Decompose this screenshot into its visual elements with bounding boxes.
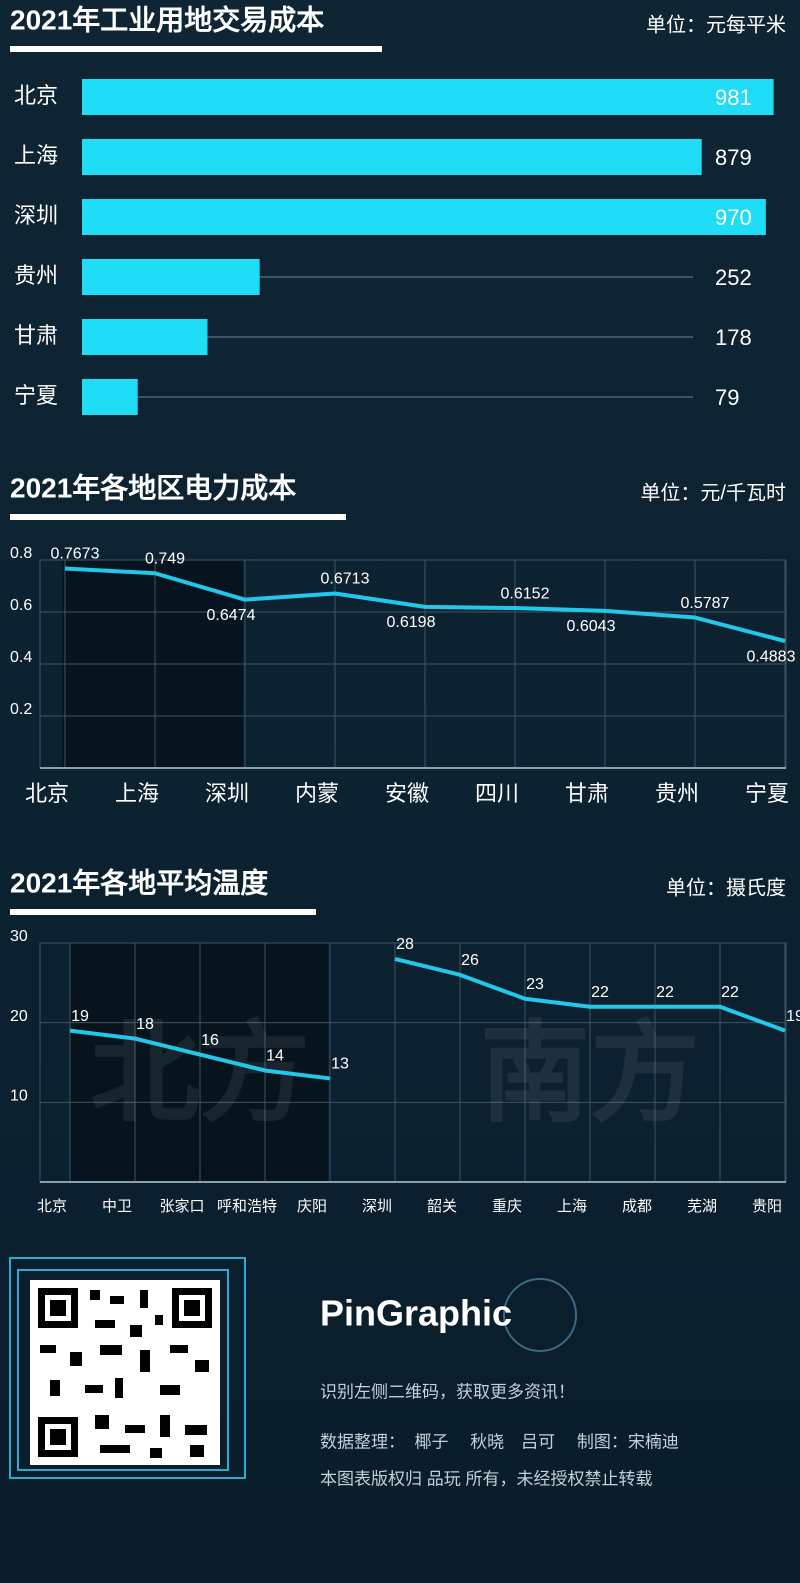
x-tick-label: 韶关 xyxy=(427,1198,457,1215)
value-label: 970 xyxy=(715,205,752,230)
bar xyxy=(82,259,260,295)
title-underline xyxy=(10,46,382,52)
bar xyxy=(82,139,702,175)
x-tick-label: 中卫 xyxy=(102,1198,132,1215)
x-tick-label: 贵州 xyxy=(655,781,699,806)
x-tick-label: 北京 xyxy=(37,1198,67,1215)
value-label: 0.6713 xyxy=(321,571,370,588)
y-tick-label: 0.4 xyxy=(10,649,32,666)
series-watermark: 北方 xyxy=(90,1013,310,1136)
value-label: 28 xyxy=(396,936,414,953)
value-label: 13 xyxy=(331,1056,349,1073)
category-label: 深圳 xyxy=(14,203,58,228)
y-tick-label: 10 xyxy=(10,1088,28,1105)
value-label: 981 xyxy=(715,85,752,110)
x-tick-label: 上海 xyxy=(115,781,159,806)
value-label: 19 xyxy=(786,1008,800,1025)
value-label: 252 xyxy=(715,265,752,290)
chart-title: 2021年工业用地交易成本 xyxy=(10,3,324,35)
footer-line: 识别左侧二维码，获取更多资讯！ xyxy=(320,1382,575,1401)
unit-label: 单位：元每平米 xyxy=(646,13,786,36)
brand-logo: PinGraphic xyxy=(320,1278,577,1352)
category-label: 上海 xyxy=(14,143,58,168)
bar xyxy=(82,199,766,235)
y-tick-label: 0.2 xyxy=(10,701,32,718)
y-tick-label: 30 xyxy=(10,928,28,945)
bar xyxy=(82,79,774,115)
x-tick-label: 呼和浩特 xyxy=(217,1198,277,1215)
x-tick-label: 宁夏 xyxy=(745,781,789,806)
footer-line: 本图表版权归 品玩 所有，未经授权禁止转载 xyxy=(320,1469,652,1488)
category-label: 甘肃 xyxy=(14,323,58,348)
brand: PinGraphic xyxy=(320,1293,512,1334)
x-tick-label: 深圳 xyxy=(362,1198,392,1215)
value-label: 79 xyxy=(715,385,739,410)
x-tick-label: 深圳 xyxy=(205,781,249,806)
value-label: 22 xyxy=(721,984,739,1001)
qr-code xyxy=(9,1257,246,1479)
x-tick-label: 芜湖 xyxy=(687,1198,717,1215)
series-watermark: 南方 xyxy=(480,1013,700,1136)
x-tick-label: 贵阳 xyxy=(752,1198,782,1215)
footer-line: 数据整理： 椰子 秋晓 吕可 制图：宋楠迪 xyxy=(320,1432,679,1451)
x-tick-label: 北京 xyxy=(25,781,69,806)
category-label: 北京 xyxy=(14,83,58,108)
y-tick-label: 20 xyxy=(10,1008,28,1025)
x-tick-label: 安徽 xyxy=(385,781,429,806)
value-label: 0.7673 xyxy=(51,546,100,563)
x-tick-label: 庆阳 xyxy=(297,1198,327,1215)
value-label: 23 xyxy=(526,976,544,993)
bar xyxy=(82,379,138,415)
value-label: 0.6474 xyxy=(207,607,256,624)
y-tick-label: 0.6 xyxy=(10,597,32,614)
x-tick-label: 张家口 xyxy=(159,1198,204,1215)
value-label: 26 xyxy=(461,952,479,969)
region-shade xyxy=(70,943,328,1182)
chart-title: 2021年各地区电力成本 xyxy=(10,471,296,503)
value-label: 178 xyxy=(715,325,752,350)
data-line xyxy=(394,956,786,1033)
title-underline xyxy=(10,514,346,520)
x-tick-label: 内蒙 xyxy=(295,781,339,806)
chart-title: 2021年各地平均温度 xyxy=(10,866,268,898)
title-underline xyxy=(10,909,316,915)
unit-label: 单位：元/千瓦时 xyxy=(640,481,786,504)
value-label: 0.5787 xyxy=(681,595,730,612)
value-label: 16 xyxy=(201,1032,219,1049)
value-label: 0.749 xyxy=(145,550,185,567)
value-label: 14 xyxy=(266,1048,284,1065)
unit-label: 单位：摄氏度 xyxy=(666,876,786,899)
value-label: 879 xyxy=(715,145,752,170)
x-tick-label: 四川 xyxy=(475,781,519,806)
value-label: 18 xyxy=(136,1016,154,1033)
value-label: 0.6043 xyxy=(567,618,616,635)
bar xyxy=(82,319,208,355)
category-label: 贵州 xyxy=(14,263,58,288)
x-tick-label: 重庆 xyxy=(492,1198,522,1215)
value-label: 22 xyxy=(591,984,609,1001)
value-label: 0.6198 xyxy=(387,614,436,631)
value-label: 0.6152 xyxy=(501,585,550,602)
data-line xyxy=(64,566,786,643)
data-line xyxy=(69,1028,331,1081)
value-label: 0.4883 xyxy=(747,648,796,665)
category-label: 宁夏 xyxy=(14,383,58,408)
value-label: 19 xyxy=(71,1008,89,1025)
value-label: 22 xyxy=(656,984,674,1001)
x-tick-label: 成都 xyxy=(622,1198,652,1215)
x-tick-label: 上海 xyxy=(557,1198,587,1215)
x-tick-label: 甘肃 xyxy=(565,781,609,806)
y-tick-label: 0.8 xyxy=(10,545,32,562)
